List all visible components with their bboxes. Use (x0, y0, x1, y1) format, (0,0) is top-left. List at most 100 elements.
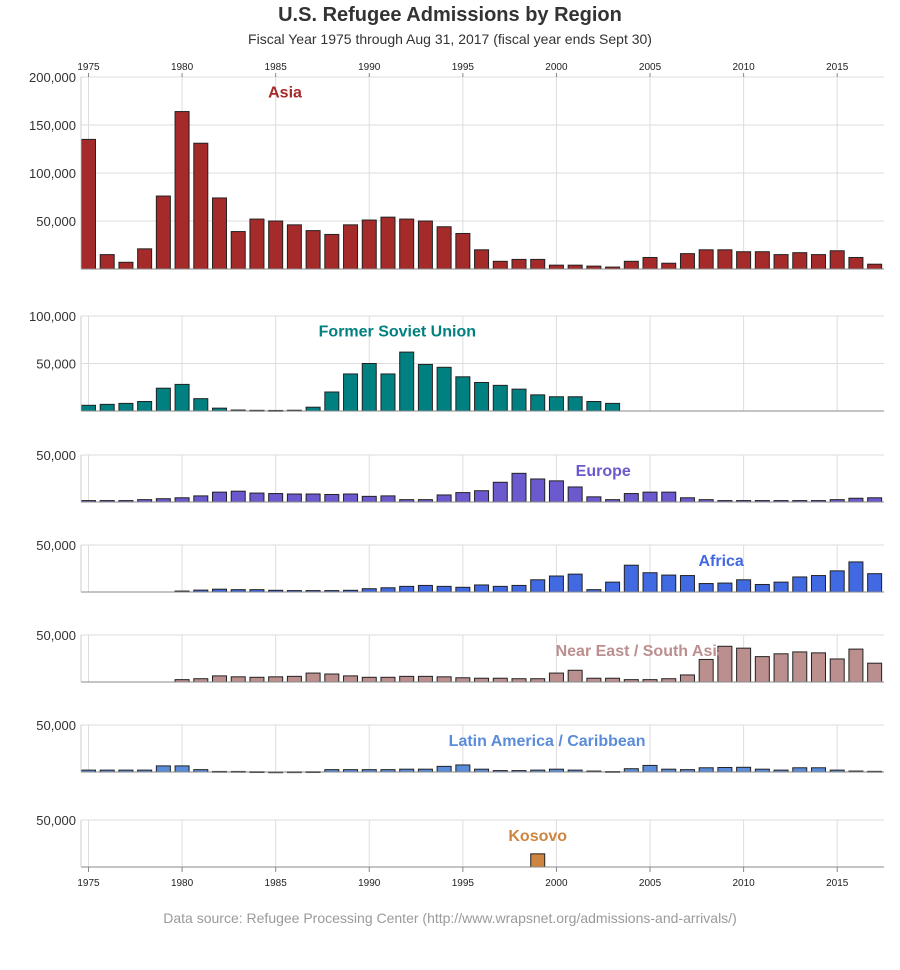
bar-asia-2007 (679, 253, 695, 270)
bar-latin-america-caribbean-2010 (736, 766, 752, 773)
bar-former-soviet-union-1979 (155, 387, 171, 412)
bar-near-east-south-asia-1987 (305, 672, 321, 683)
bar-near-east-south-asia-2003 (605, 677, 621, 683)
bar-europe-1981 (193, 495, 209, 503)
bar-near-east-south-asia-1989 (343, 675, 359, 683)
bar-africa-1993 (417, 584, 433, 593)
panel-near-east-south-asia: 50,000 Near East / South Asia (36, 628, 884, 683)
bar-near-east-south-asia-1983 (230, 676, 246, 683)
bar-near-east-south-asia-1991 (380, 676, 396, 683)
bar-europe-2007 (679, 497, 695, 503)
bar-asia-2016 (848, 256, 864, 270)
bar-near-east-south-asia-1992 (399, 675, 415, 683)
bar-former-soviet-union-1975 (80, 404, 96, 412)
x-tick-label-top: 2010 (732, 62, 755, 73)
x-tick-label-bottom: 2000 (545, 878, 568, 889)
bar-asia-1989 (343, 224, 359, 270)
bar-africa-1991 (380, 587, 396, 593)
bar-near-east-south-asia-2000 (548, 672, 564, 683)
y-tick-label: 50,000 (36, 813, 76, 828)
bar-europe-2005 (642, 491, 658, 503)
bar-former-soviet-union-2003 (605, 402, 621, 412)
bar-europe-2000 (548, 480, 564, 503)
bar-latin-america-caribbean-2009 (717, 766, 733, 773)
bar-former-soviet-union-1995 (455, 376, 471, 412)
bar-former-soviet-union-2001 (567, 396, 583, 412)
bar-africa-1992 (399, 585, 415, 593)
x-tick-label-bottom: 2010 (732, 878, 755, 889)
bar-europe-2002 (586, 496, 602, 503)
bar-europe-1997 (492, 481, 508, 503)
bar-former-soviet-union-2002 (586, 401, 602, 412)
bar-asia-1982 (212, 197, 228, 270)
bar-asia-1991 (380, 216, 396, 270)
bar-former-soviet-union-1999 (530, 394, 546, 412)
series-label-asia: Asia (268, 84, 302, 101)
bar-africa-2001 (567, 573, 583, 593)
bar-europe-1980 (174, 497, 190, 503)
series-label-europe: Europe (576, 463, 631, 480)
bar-asia-1997 (492, 260, 508, 270)
y-tick-label: 50,000 (36, 538, 76, 553)
bar-asia-1990 (361, 219, 377, 270)
x-tick-label-bottom: 1980 (171, 878, 194, 889)
bar-near-east-south-asia-1997 (492, 677, 508, 683)
panel-kosovo: 50,000 Kosovo (36, 813, 884, 868)
bar-near-east-south-asia-2008 (698, 658, 714, 683)
bar-kosovo-1999 (530, 853, 546, 868)
bar-near-east-south-asia-2010 (736, 647, 752, 683)
bar-europe-2017 (867, 497, 883, 503)
bar-europe-1988 (324, 493, 340, 503)
bar-asia-2015 (829, 250, 845, 270)
bar-asia-2009 (717, 249, 733, 270)
bar-near-east-south-asia-2017 (867, 662, 883, 683)
bar-europe-1982 (212, 491, 228, 503)
bar-former-soviet-union-1991 (380, 373, 396, 412)
bar-asia-1987 (305, 230, 321, 270)
bar-asia-1980 (174, 111, 190, 270)
y-tick-label: 50,000 (36, 357, 76, 372)
x-tick-label-top: 1980 (171, 62, 194, 73)
bar-asia-1993 (417, 220, 433, 270)
bar-europe-1985 (268, 493, 284, 503)
bar-africa-2006 (661, 574, 677, 593)
bar-former-soviet-union-1998 (511, 388, 527, 412)
bar-near-east-south-asia-2002 (586, 677, 602, 683)
bar-former-soviet-union-1987 (305, 406, 321, 412)
bar-near-east-south-asia-1985 (268, 676, 284, 683)
x-axis-bottom: 1975 1980 1985 1990 1995 2000 2005 2010 2015 (77, 867, 849, 889)
bar-former-soviet-union-1994 (436, 366, 452, 412)
x-tick-label-bottom: 1975 (77, 878, 100, 889)
x-tick-label-bottom: 1995 (452, 878, 475, 889)
bar-europe-1987 (305, 493, 321, 503)
bar-near-east-south-asia-1995 (455, 677, 471, 683)
bar-africa-1998 (511, 584, 527, 593)
chart-title: U.S. Refugee Admissions by Region (278, 4, 622, 26)
bar-africa-2013 (792, 576, 808, 593)
bar-asia-1995 (455, 232, 471, 270)
bar-europe-2001 (567, 486, 583, 503)
bar-latin-america-caribbean-2005 (642, 764, 658, 773)
panel-africa: 50,000 Africa (36, 538, 884, 593)
bar-former-soviet-union-1981 (193, 398, 209, 412)
bar-asia-1994 (436, 226, 452, 270)
bar-latin-america-caribbean-2008 (698, 767, 714, 773)
bar-europe-1999 (530, 478, 546, 503)
bar-africa-1994 (436, 585, 452, 593)
bar-asia-1992 (399, 218, 415, 270)
bar-asia-2005 (642, 256, 658, 270)
bar-asia-1998 (511, 258, 527, 270)
bar-europe-1998 (511, 472, 527, 503)
bar-latin-america-caribbean-2014 (810, 767, 826, 773)
y-tick-label: 50,000 (36, 628, 76, 643)
bar-africa-2009 (717, 582, 733, 593)
y-tick-label: 50,000 (36, 214, 76, 229)
bar-asia-2006 (661, 262, 677, 270)
bar-former-soviet-union-2000 (548, 396, 564, 412)
bar-europe-1990 (361, 495, 377, 503)
bar-africa-2008 (698, 583, 714, 593)
bar-asia-1983 (230, 231, 246, 270)
bar-europe-1984 (249, 492, 265, 503)
bar-africa-2012 (773, 581, 789, 593)
